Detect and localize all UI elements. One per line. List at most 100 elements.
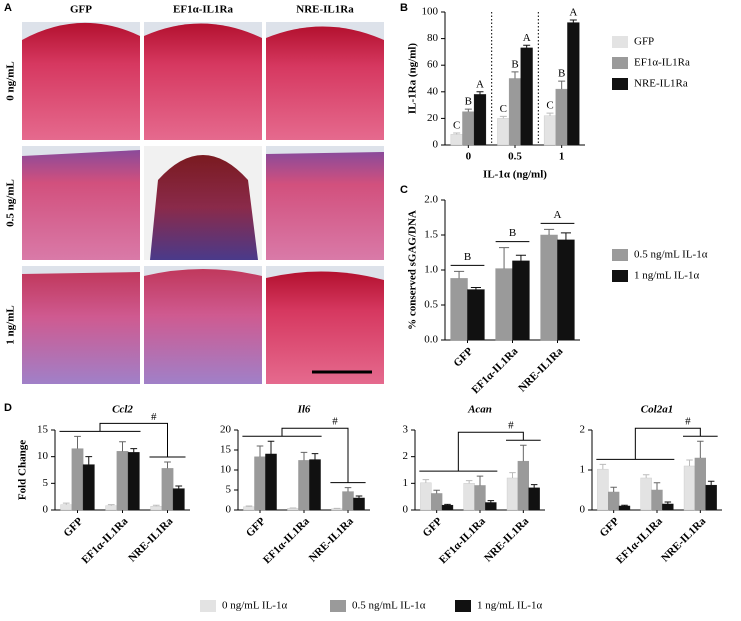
significance-mark: #: [508, 420, 514, 432]
error-bar: [621, 504, 628, 506]
x-tick-label: NRE-IL1Ra: [516, 345, 565, 394]
bar: [450, 278, 468, 341]
bar: [528, 487, 540, 511]
chart-title: Ccl2: [112, 404, 133, 416]
bar: [127, 452, 140, 511]
error-bar: [433, 489, 440, 494]
bar: [431, 493, 443, 511]
error-bar: [546, 112, 554, 116]
error-bar: [515, 254, 526, 261]
row-label: 0 ng/mL: [5, 61, 17, 100]
error-bar: [499, 247, 510, 269]
y-tick-label: 0: [43, 504, 49, 516]
tissue: [150, 155, 258, 260]
x-tick-label: NRE-IL1Ra: [307, 515, 356, 564]
error-bar: [520, 444, 527, 462]
bar: [705, 484, 717, 511]
error-bar: [245, 505, 253, 507]
y-tick-label: 60: [427, 59, 439, 71]
error-bar: [444, 503, 451, 506]
bar: [497, 118, 510, 146]
error-bar: [74, 435, 81, 449]
x-tick-label: EF1α-IL1Ra: [470, 345, 521, 396]
legend-swatch: [612, 270, 628, 282]
significance-letter: C: [546, 100, 553, 112]
chart-title: Acan: [467, 404, 492, 416]
bar: [150, 506, 163, 511]
y-tick-label: 3: [403, 424, 409, 436]
error-bar: [511, 71, 519, 79]
bar: [474, 485, 486, 511]
error-bar: [476, 475, 484, 486]
bar: [506, 477, 519, 511]
error-bar: [454, 270, 465, 279]
y-tick-label: 5: [226, 484, 232, 496]
y-tick-label: 1.5: [424, 229, 438, 241]
y-tick-label: 0.0: [424, 334, 438, 346]
significance-letter: A: [476, 78, 484, 90]
bar: [608, 491, 620, 511]
x-tick-label: EF1α-IL1Ra: [261, 515, 312, 566]
bar: [520, 47, 533, 146]
error-bar: [509, 472, 516, 478]
error-bar: [267, 440, 275, 454]
tissue: [266, 26, 384, 141]
x-tick-label: GFP: [598, 515, 622, 539]
error-bar: [499, 115, 507, 119]
bar: [298, 460, 310, 511]
x-tick-label: GFP: [244, 515, 268, 539]
significance-letter: C: [453, 120, 460, 132]
legend-label: 1 ng/mL IL-1α: [477, 600, 542, 612]
error-bar: [107, 504, 115, 506]
bar: [450, 134, 463, 146]
legend-label: 1 ng/mL IL-1α: [634, 270, 699, 282]
error-bar: [707, 480, 715, 486]
y-tick-label: 1: [403, 477, 409, 489]
row-label: 0.5 ng/mL: [5, 179, 17, 227]
x-tick-label: GFP: [61, 515, 85, 539]
y-axis-label: IL-1Ra (ng/ml): [407, 43, 419, 115]
y-tick-label: 15: [37, 424, 49, 436]
legend-swatch: [612, 36, 628, 48]
y-tick-label: 0: [580, 504, 586, 516]
error-bar: [599, 463, 607, 470]
bar: [555, 88, 568, 146]
y-tick-label: 0: [403, 504, 409, 516]
panel-label: C: [400, 184, 408, 196]
bar: [441, 504, 454, 511]
significance-bracket: [242, 427, 366, 484]
legend-swatch: [612, 57, 628, 69]
bar: [683, 465, 696, 511]
error-bar: [610, 486, 617, 492]
x-tick-label: 0.5: [508, 151, 522, 163]
bar: [512, 260, 530, 341]
error-bar: [560, 232, 571, 240]
bar: [287, 508, 299, 511]
legend-swatch: [612, 249, 628, 261]
x-tick-label: 0: [466, 151, 472, 163]
y-tick-label: 0.5: [424, 299, 438, 311]
y-tick-label: 2.0: [424, 194, 438, 206]
error-bar: [697, 440, 704, 458]
error-bar: [130, 448, 138, 453]
panel-label: A: [4, 2, 12, 14]
y-tick-label: 15: [220, 444, 232, 456]
column-label: EF1α-IL1Ra: [173, 4, 233, 16]
y-tick-label: 0: [433, 139, 439, 151]
error-bar: [355, 495, 363, 498]
bar: [463, 483, 475, 511]
significance-letter: B: [511, 58, 518, 70]
y-tick-label: 10: [37, 450, 49, 462]
bar: [543, 115, 557, 146]
y-axis-label: % conserved sGAG/DNA: [407, 210, 419, 330]
y-tick-label: 80: [427, 32, 439, 44]
error-bar: [653, 482, 661, 490]
significance-letter: B: [465, 96, 472, 108]
legend-label: 0 ng/mL IL-1α: [222, 600, 287, 612]
tissue: [144, 23, 262, 140]
bar: [331, 508, 343, 511]
error-bar: [476, 91, 484, 95]
bar: [540, 234, 558, 341]
bar: [473, 94, 487, 146]
significance-bracket: [596, 427, 718, 460]
